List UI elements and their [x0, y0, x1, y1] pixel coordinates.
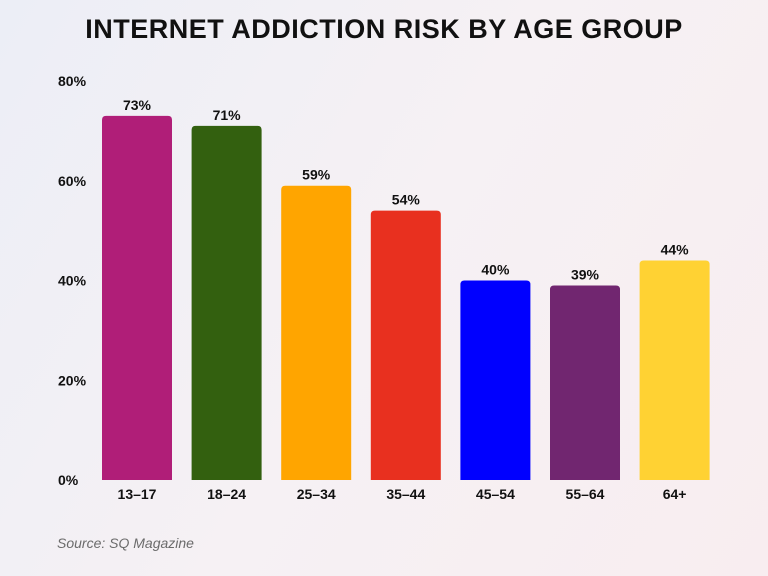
bar — [102, 115, 172, 480]
x-tick-label: 13–17 — [118, 486, 157, 502]
y-tick-label: 80% — [58, 73, 87, 89]
source-note: Source: SQ Magazine — [57, 535, 194, 551]
bar — [191, 125, 262, 480]
x-tick-label: 18–24 — [207, 486, 246, 502]
data-label: 39% — [571, 266, 600, 282]
data-label: 44% — [661, 242, 690, 258]
y-tick-label: 60% — [58, 173, 87, 189]
data-label: 73% — [123, 97, 152, 113]
bar — [370, 210, 441, 481]
data-label: 54% — [392, 192, 421, 208]
x-tick-label: 35–44 — [386, 486, 425, 502]
bar — [639, 260, 710, 480]
x-tick-label: 55–64 — [566, 486, 605, 502]
bar — [550, 285, 620, 480]
data-label: 59% — [302, 167, 331, 183]
y-tick-label: 40% — [58, 273, 87, 289]
x-tick-label: 25–34 — [297, 486, 336, 502]
data-label: 71% — [213, 107, 242, 123]
y-tick-label: 20% — [58, 372, 87, 388]
bar — [281, 185, 352, 481]
data-label: 40% — [481, 262, 510, 278]
x-tick-label: 64+ — [663, 486, 687, 502]
chart-title: INTERNET ADDICTION RISK BY AGE GROUP — [85, 14, 683, 44]
y-tick-label: 0% — [58, 472, 79, 488]
bar — [460, 280, 531, 480]
x-tick-label: 45–54 — [476, 486, 515, 502]
